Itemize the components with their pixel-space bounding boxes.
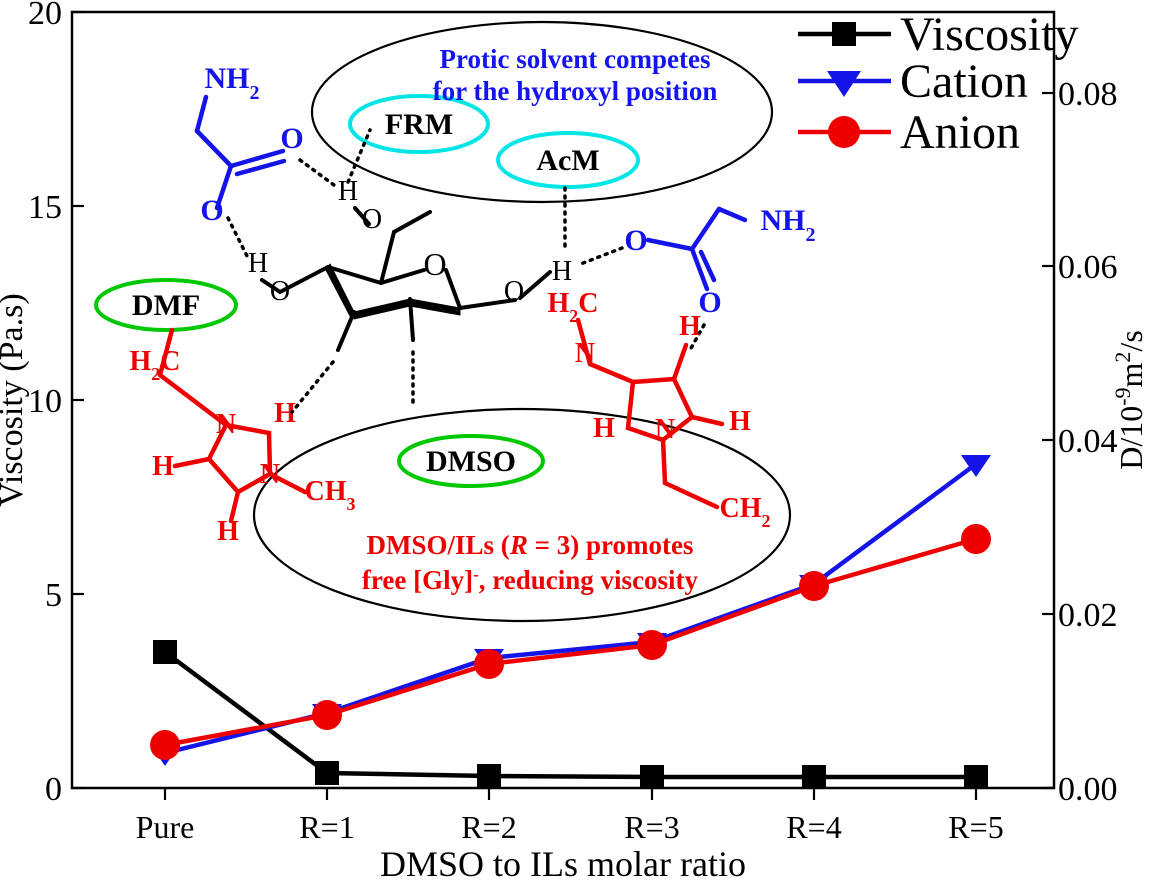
svg-text:N: N [655,414,675,445]
svg-text:D/10-9m2/s: D/10-9m2/s [1110,330,1150,470]
svg-text:Viscosity: Viscosity [900,8,1078,61]
svg-text:H: H [729,406,751,437]
svg-text:N: N [216,409,236,440]
svg-text:H: H [552,256,572,287]
svg-text:R=5: R=5 [948,809,1003,845]
svg-text:N: N [260,459,280,490]
svg-text:Pure: Pure [136,809,195,845]
svg-text:R=3: R=3 [624,809,679,845]
svg-text:H2C: H2C [129,346,180,384]
svg-text:N: N [575,338,595,369]
svg-text:DMSO to ILs molar ratio: DMSO to ILs molar ratio [380,844,746,884]
svg-text:H: H [338,176,358,207]
svg-text:DMSO: DMSO [426,445,516,478]
svg-text:5: 5 [45,577,62,614]
svg-text:0.06: 0.06 [1058,249,1118,286]
svg-text:15: 15 [28,189,62,226]
svg-text:O: O [280,122,303,155]
svg-text:H: H [217,516,239,547]
svg-text:O: O [200,194,223,227]
svg-text:H: H [152,451,174,482]
svg-text:0.04: 0.04 [1058,423,1118,460]
svg-text:H: H [679,311,701,342]
svg-text:10: 10 [28,383,62,420]
svg-text:H: H [248,248,268,279]
svg-text:FRM: FRM [385,108,453,141]
svg-text:Cation: Cation [900,55,1028,108]
svg-text:H: H [593,413,615,444]
svg-text:free [Gly]-, reducing viscosit: free [Gly]-, reducing viscosity [362,565,699,596]
svg-text:Anion: Anion [900,106,1020,159]
svg-text:H2C: H2C [547,288,598,326]
svg-text:DMF: DMF [132,289,200,322]
svg-text:DMSO/ILs (R = 3) promotes: DMSO/ILs (R = 3) promotes [367,530,694,560]
svg-text:for the hydroxyl position: for the hydroxyl position [433,76,718,106]
svg-text:O: O [624,224,647,257]
svg-text:R=2: R=2 [461,809,516,845]
svg-text:AcM: AcM [536,144,599,177]
svg-text:CH2: CH2 [720,493,771,531]
svg-text:O: O [698,286,721,319]
svg-text:NH2: NH2 [761,204,816,246]
svg-text:0.00: 0.00 [1058,771,1118,808]
svg-text:NH2: NH2 [205,62,260,104]
svg-text:R=1: R=1 [299,809,354,845]
svg-text:Protic solvent competes: Protic solvent competes [440,44,711,74]
svg-text:Viscosity (Pa.s): Viscosity (Pa.s) [0,293,30,506]
svg-text:0: 0 [45,771,62,808]
svg-text:20: 20 [28,0,62,32]
svg-text:0.08: 0.08 [1058,76,1118,113]
svg-text:O: O [504,276,524,307]
svg-text:O: O [423,246,446,282]
svg-text:0.02: 0.02 [1058,597,1118,634]
svg-text:CH3: CH3 [305,476,356,514]
svg-text:R=4: R=4 [786,809,841,845]
